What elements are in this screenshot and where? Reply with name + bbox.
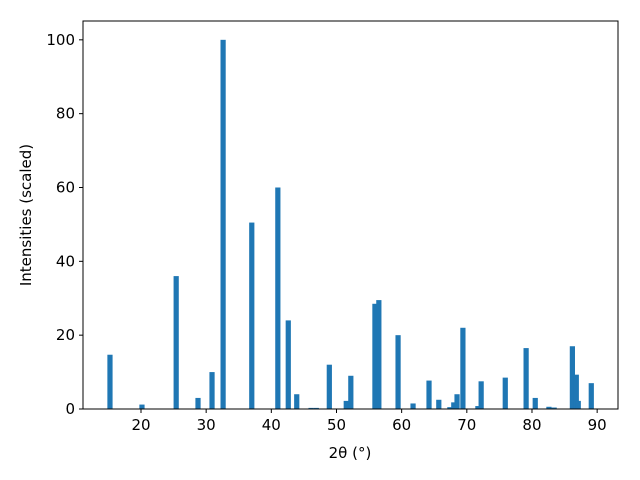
bar	[326, 364, 332, 409]
y-tick-label: 80	[56, 105, 75, 123]
bar	[588, 383, 594, 409]
bar	[575, 400, 581, 409]
x-tick-label: 70	[457, 416, 476, 434]
x-tick-label: 60	[392, 416, 411, 434]
y-tick-label: 100	[46, 31, 75, 49]
bar	[195, 397, 201, 409]
x-tick-label: 90	[588, 416, 607, 434]
bar	[343, 400, 349, 409]
y-tick-label: 40	[56, 252, 75, 270]
bar	[546, 406, 552, 409]
bar	[532, 397, 538, 409]
bar	[426, 380, 432, 409]
bar	[139, 404, 145, 409]
bar	[395, 335, 401, 409]
bar	[372, 303, 378, 409]
bar	[220, 39, 226, 409]
bar	[313, 407, 319, 409]
bar	[573, 374, 579, 409]
x-tick-label: 20	[131, 416, 150, 434]
y-tick-label: 0	[65, 400, 75, 418]
bar	[454, 394, 460, 409]
bar	[294, 394, 300, 409]
y-tick-label: 60	[56, 178, 75, 196]
y-axis-label: Intensities (scaled)	[17, 144, 35, 286]
bar	[348, 375, 354, 409]
bar	[249, 222, 255, 409]
x-tick-label: 80	[522, 416, 541, 434]
bar	[275, 187, 281, 409]
bar	[551, 407, 557, 409]
bar	[410, 403, 416, 409]
bar	[502, 377, 508, 409]
bar	[475, 406, 481, 409]
bar	[285, 320, 291, 409]
bar	[436, 399, 442, 409]
bar	[451, 402, 457, 409]
bar	[460, 327, 466, 409]
x-tick-label: 40	[262, 416, 281, 434]
bar	[523, 348, 529, 409]
bar	[478, 381, 484, 409]
bar	[173, 276, 179, 409]
x-tick-label: 50	[327, 416, 346, 434]
y-tick-label: 20	[56, 326, 75, 344]
bar	[569, 346, 575, 409]
bar	[209, 372, 215, 409]
x-tick-label: 30	[197, 416, 216, 434]
bar	[376, 300, 382, 409]
plot-frame	[82, 20, 619, 410]
bar	[107, 354, 113, 409]
bar	[447, 407, 453, 409]
bar	[308, 407, 314, 409]
x-axis-label: 2θ (°)	[329, 444, 372, 462]
